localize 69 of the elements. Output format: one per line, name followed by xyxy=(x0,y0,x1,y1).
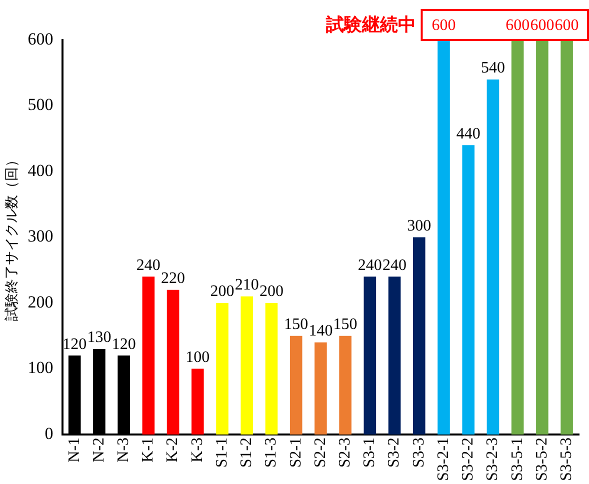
x-tick-label: S3-5-1 xyxy=(508,437,526,482)
x-tick-label: S2-3 xyxy=(336,437,354,468)
data-label: 600 xyxy=(432,17,456,34)
bar xyxy=(166,290,180,434)
y-tick-label: 200 xyxy=(28,292,54,312)
x-tick-label: S3-2 xyxy=(386,437,403,468)
text: 試験継続中 xyxy=(324,14,416,36)
bar xyxy=(364,276,376,434)
bar xyxy=(290,336,302,434)
x-tick-label: S3-2-1 xyxy=(434,437,452,482)
x-tick-label: S3-5-3 xyxy=(558,437,576,482)
data-label: 210 xyxy=(234,276,259,294)
x-tick-label: S3-1 xyxy=(361,437,378,468)
bar xyxy=(462,145,475,434)
data-label: 440 xyxy=(456,125,480,142)
data-label: 100 xyxy=(186,348,210,366)
x-tick-label: S1-3 xyxy=(262,437,280,468)
x-tick-label: N-3 xyxy=(115,437,132,462)
bar xyxy=(192,368,204,434)
data-label: 240 xyxy=(382,256,407,274)
bar xyxy=(142,276,155,434)
bar xyxy=(412,237,426,434)
bar xyxy=(265,302,278,434)
data-label: 200 xyxy=(259,283,284,300)
y-tick-label: 0 xyxy=(44,424,54,443)
data-label: 240 xyxy=(136,256,160,274)
data-label: 600 xyxy=(530,17,554,34)
data-label: 200 xyxy=(210,283,234,300)
bar xyxy=(216,302,228,434)
data-label: 600 xyxy=(554,17,579,34)
data-label: 150 xyxy=(333,316,358,334)
bar xyxy=(536,40,548,434)
bar xyxy=(486,79,500,434)
bar xyxy=(339,336,352,434)
bar xyxy=(240,296,254,434)
x-tick-label: N-2 xyxy=(90,437,108,462)
y-tick-label: 600 xyxy=(28,29,54,48)
bar xyxy=(438,40,450,434)
data-label: 220 xyxy=(161,270,186,288)
x-tick-label: S3-2-3 xyxy=(484,437,502,482)
data-label: 130 xyxy=(87,329,112,346)
y-tick-label: 300 xyxy=(28,226,54,246)
y-tick-label: 400 xyxy=(28,160,54,180)
x-tick-label: K-2 xyxy=(164,437,182,462)
x-tick-label: S3-3 xyxy=(410,437,428,468)
x-tick-label: S2-1 xyxy=(287,437,304,468)
data-label: 120 xyxy=(62,336,87,353)
y-tick-label: 500 xyxy=(28,95,54,114)
data-label: 140 xyxy=(308,322,333,340)
data-label: 300 xyxy=(407,217,432,234)
data-label: 540 xyxy=(480,60,505,77)
x-tick-label: S2-2 xyxy=(312,437,329,468)
bar xyxy=(511,40,524,434)
y-tick-label: 100 xyxy=(28,358,54,378)
data-label: 120 xyxy=(112,336,136,353)
data-label: 150 xyxy=(284,316,308,334)
bar xyxy=(560,40,573,434)
x-tick-label: S3-2-2 xyxy=(460,437,477,482)
x-tick-label: S3-5-2 xyxy=(533,437,550,482)
x-tick-label: N-1 xyxy=(66,437,83,462)
y-axis-title: 試験終了サイクル数（回） xyxy=(4,153,20,322)
x-tick-label: S1-1 xyxy=(213,437,230,468)
data-label: 600 xyxy=(506,17,530,34)
x-tick-label: S1-2 xyxy=(238,437,256,468)
data-label: 240 xyxy=(358,256,382,274)
x-tick-label: K-3 xyxy=(188,437,206,462)
bar xyxy=(388,276,401,434)
x-tick-label: K-1 xyxy=(140,437,157,462)
bar xyxy=(314,342,327,434)
